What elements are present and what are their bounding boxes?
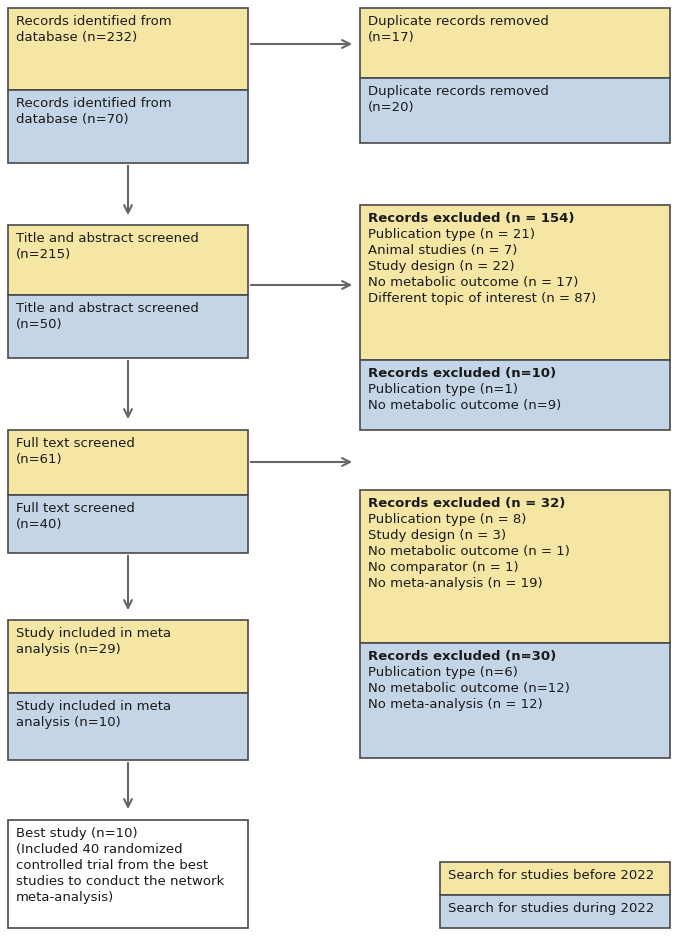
Text: No metabolic outcome (n = 1): No metabolic outcome (n = 1) [368, 545, 570, 558]
Bar [360, 490, 670, 643]
Bar [360, 360, 670, 430]
Text: (n=40): (n=40) [16, 518, 62, 531]
Text: analysis (n=10): analysis (n=10) [16, 716, 121, 729]
Text: No meta-analysis (n = 12): No meta-analysis (n = 12) [368, 698, 543, 711]
Text: Records excluded (n=10): Records excluded (n=10) [368, 367, 556, 380]
Text: Publication type (n=6): Publication type (n=6) [368, 666, 518, 679]
Text: Publication type (n=1): Publication type (n=1) [368, 383, 518, 396]
Text: database (n=232): database (n=232) [16, 31, 137, 44]
Text: Study design (n = 3): Study design (n = 3) [368, 529, 506, 542]
Bar [360, 643, 670, 758]
Bar [8, 8, 248, 90]
Text: No metabolic outcome (n=9): No metabolic outcome (n=9) [368, 399, 561, 412]
Text: (Included 40 randomized: (Included 40 randomized [16, 843, 183, 856]
Text: (n=50): (n=50) [16, 318, 62, 331]
Text: Publication type (n = 8): Publication type (n = 8) [368, 513, 526, 526]
Bar [8, 225, 248, 295]
Text: No metabolic outcome (n = 17): No metabolic outcome (n = 17) [368, 276, 578, 289]
Text: Records excluded (n = 154): Records excluded (n = 154) [368, 212, 575, 225]
Text: database (n=70): database (n=70) [16, 113, 129, 126]
Bar [8, 90, 248, 163]
Bar [8, 693, 248, 760]
Text: controlled trial from the best: controlled trial from the best [16, 859, 208, 872]
Text: Study included in meta: Study included in meta [16, 700, 171, 713]
Bar [360, 205, 670, 360]
Text: Records excluded (n = 32): Records excluded (n = 32) [368, 497, 565, 510]
Text: Full text screened: Full text screened [16, 502, 135, 515]
Text: Records identified from: Records identified from [16, 97, 172, 110]
Text: Best study (n=10): Best study (n=10) [16, 827, 138, 840]
Bar [8, 495, 248, 553]
Text: Study design (n = 22): Study design (n = 22) [368, 260, 514, 273]
Text: Title and abstract screened: Title and abstract screened [16, 232, 199, 245]
Text: Search for studies during 2022: Search for studies during 2022 [448, 902, 654, 915]
Text: Records identified from: Records identified from [16, 15, 172, 28]
Bar [8, 430, 248, 495]
Bar [8, 620, 248, 693]
Text: Records excluded (n=30): Records excluded (n=30) [368, 650, 556, 663]
Bar [440, 895, 670, 928]
Text: (n=61): (n=61) [16, 453, 62, 466]
Text: (n=20): (n=20) [368, 101, 414, 114]
Text: Animal studies (n = 7): Animal studies (n = 7) [368, 244, 517, 257]
Text: No meta-analysis (n = 19): No meta-analysis (n = 19) [368, 577, 543, 590]
Text: analysis (n=29): analysis (n=29) [16, 643, 121, 656]
Text: (n=17): (n=17) [368, 31, 414, 44]
Bar [8, 295, 248, 358]
Text: Study included in meta: Study included in meta [16, 627, 171, 640]
Bar [360, 78, 670, 143]
Bar [8, 820, 248, 928]
Text: Duplicate records removed: Duplicate records removed [368, 15, 549, 28]
Bar [440, 862, 670, 895]
Text: (n=215): (n=215) [16, 248, 71, 261]
Text: No metabolic outcome (n=12): No metabolic outcome (n=12) [368, 682, 570, 695]
Text: No comparator (n = 1): No comparator (n = 1) [368, 561, 519, 574]
Text: Full text screened: Full text screened [16, 437, 135, 450]
Text: Title and abstract screened: Title and abstract screened [16, 302, 199, 315]
Text: Publication type (n = 21): Publication type (n = 21) [368, 228, 535, 241]
Text: Different topic of interest (n = 87): Different topic of interest (n = 87) [368, 292, 596, 305]
Text: Duplicate records removed: Duplicate records removed [368, 85, 549, 98]
Bar [360, 8, 670, 78]
Text: Search for studies before 2022: Search for studies before 2022 [448, 869, 654, 882]
Text: studies to conduct the network: studies to conduct the network [16, 875, 224, 888]
Text: meta-analysis): meta-analysis) [16, 891, 114, 904]
